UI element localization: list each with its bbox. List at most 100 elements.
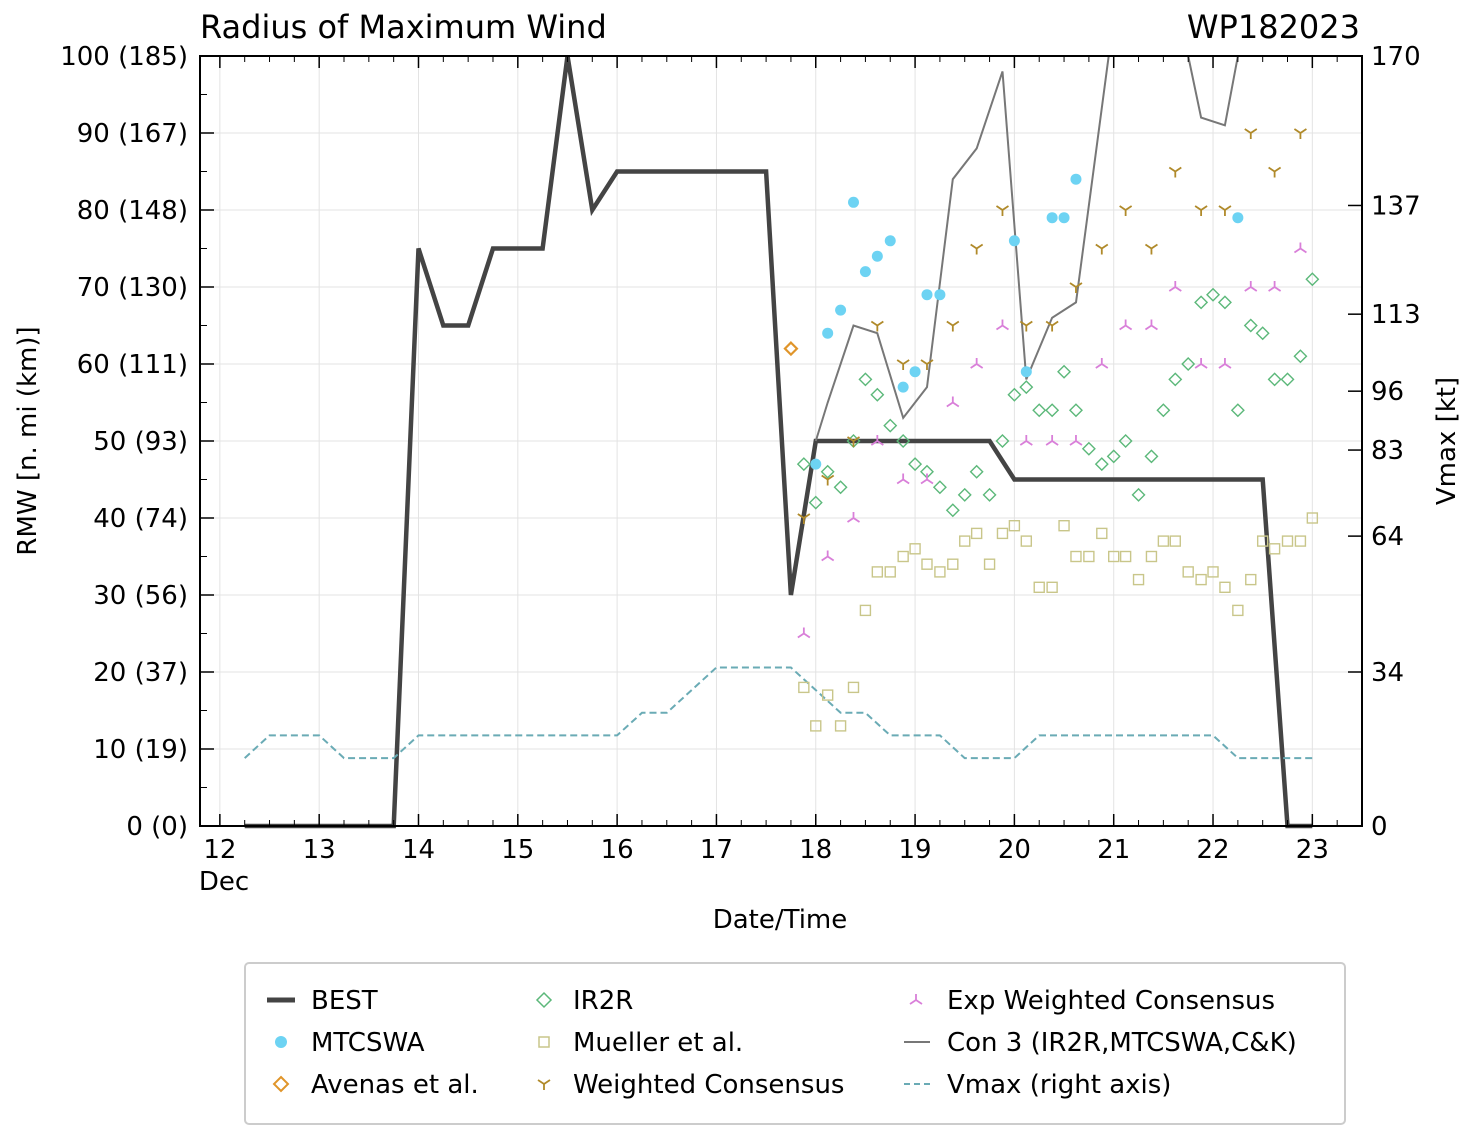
series-mueller-et-al-point [810,720,822,732]
legend-vmax-label: Vmax (right axis) [947,1070,1171,1100]
legend-avenas-swatch [272,1075,290,1093]
x-month-label: Dec [199,867,249,897]
series-exp-weighted-consensus-point [1218,358,1232,369]
series-mueller-et-al-point [1070,550,1082,563]
series-mueller-et-al-point [834,720,847,732]
series-mueller-et-al-point [1046,581,1058,593]
y-tick-label: 10 (19) [93,735,188,765]
series-ir2r-point [833,480,848,495]
series-ir2r-point [957,487,972,502]
series-mueller-et-al-point [983,558,996,570]
legend-expw-swatch [909,994,923,1005]
y-right-tick-label: 34 [1371,658,1404,688]
series-mtcswa-point [822,327,834,339]
storm-id: WP182023 [1187,8,1360,46]
x-tick-label: 16 [601,835,634,865]
series-mueller-et-al-point [1195,573,1207,586]
x-tick-label: 17 [700,835,733,865]
series-exp-weighted-consensus-point [797,627,811,639]
series-ir2r-point [1255,326,1270,341]
series-mtcswa-point [1058,212,1070,224]
series-mueller-et-al-point [934,566,946,578]
series-mtcswa-point [1232,212,1244,224]
series-mueller-et-al-point [1157,535,1170,547]
series-weighted-consensus-point [1194,205,1208,216]
series-mueller-et-al-point [1219,581,1231,593]
series-ir2r-point [1194,295,1209,310]
legend-wcons-label: Weighted Consensus [573,1070,844,1100]
x-tick-label: 12 [203,835,236,865]
y-tick-label: 40 (74) [93,504,188,534]
series-mueller-et-al-point [798,681,810,694]
series-ir2r-point [1131,487,1146,502]
x-tick-label: 20 [998,835,1031,865]
series-mueller-et-al-point [1020,535,1033,547]
series-mueller-et-al-point [959,535,971,547]
series-ir2r-point [1068,403,1083,418]
series-ir2r-point [1217,295,1232,310]
legend-mtcswa-label: MTCSWA [311,1028,425,1058]
y-tick-label: 100 (185) [60,42,188,72]
series-weighted-consensus-point [896,359,910,370]
series-mueller-et-al-point [1256,535,1269,547]
y-right-tick-label: 83 [1371,436,1404,466]
x-tick-label: 23 [1296,835,1329,865]
series-weighted-consensus-point [870,320,884,332]
series-ir2r-point [1305,272,1320,287]
series-exp-weighted-consensus-point [1069,435,1083,446]
series-weighted-consensus-point [847,436,861,447]
series-exp-weighted-consensus-point [896,473,910,485]
series-best-line [244,55,1313,829]
series-ir2r-point [883,418,898,433]
series-ir2r-point [1280,372,1295,387]
x-tick-label: 15 [501,835,534,865]
series-ir2r-point [969,464,984,479]
series-ir2r-point [1243,318,1258,333]
series-mtcswa-point [921,289,933,301]
series-ir2r-point [896,434,911,448]
series-exp-weighted-consensus-point [946,396,960,408]
legend-expw-label: Exp Weighted Consensus [947,986,1275,1016]
legend-ir2r-label: IR2R [573,986,633,1016]
series-mueller-et-al-point [884,566,896,578]
series-ir2r-point [820,464,835,479]
series-ir2r-point [1045,403,1060,418]
series-ir2r-point [1118,434,1133,448]
series-weighted-consensus-point [797,513,811,524]
series-mueller-et-al-point [921,558,933,570]
series-mueller-et-al-point [1033,581,1045,593]
series-exp-weighted-consensus-point [995,319,1009,331]
series-ir2r-point [1032,403,1047,418]
series-exp-weighted-consensus-point [1168,281,1182,292]
series-mueller-et-al-point [1132,573,1145,586]
series-mueller-et-al-point [1245,573,1257,586]
series-ir2r-point [1144,449,1159,464]
series-lines [244,55,1313,829]
series-mtcswa-point [1070,173,1082,185]
x-tick-label: 14 [402,835,435,865]
series-con-3-ir2r-mtcswa-c-k-line [814,55,1239,442]
series-exp-weighted-consensus-point [847,512,861,523]
series-weighted-consensus-point [995,205,1009,216]
series-ir2r-point [1094,457,1109,472]
series-weighted-consensus-point [946,320,960,332]
y-right-tick-label: 170 [1371,42,1421,72]
series-mtcswa-point [897,381,909,393]
y-right-tick-label: 137 [1371,191,1421,221]
series-weighted-consensus-point [1095,243,1109,255]
x-tick-label: 13 [303,835,336,865]
legend: BEST MTCSWA Avenas et al. IR2R Mueller e… [244,962,1346,1125]
series-ir2r-point [1057,364,1072,379]
series-mueller-et-al-point [1108,550,1120,563]
series-weighted-consensus-point [1218,205,1232,216]
series-mueller-et-al-point [1058,520,1070,532]
series-mtcswa-point [909,366,921,378]
series-mueller-et-al-point [1306,512,1319,524]
y-tick-label: 0 (0) [126,812,188,842]
series-exp-weighted-consensus-point [1293,242,1307,254]
series-exp-weighted-consensus-point [1144,319,1158,331]
series-ir2r-point [1081,441,1096,456]
legend-wcons-swatch [537,1079,551,1090]
y-right-tick-label: 64 [1371,522,1404,552]
series-ir2r-point [1267,372,1282,387]
